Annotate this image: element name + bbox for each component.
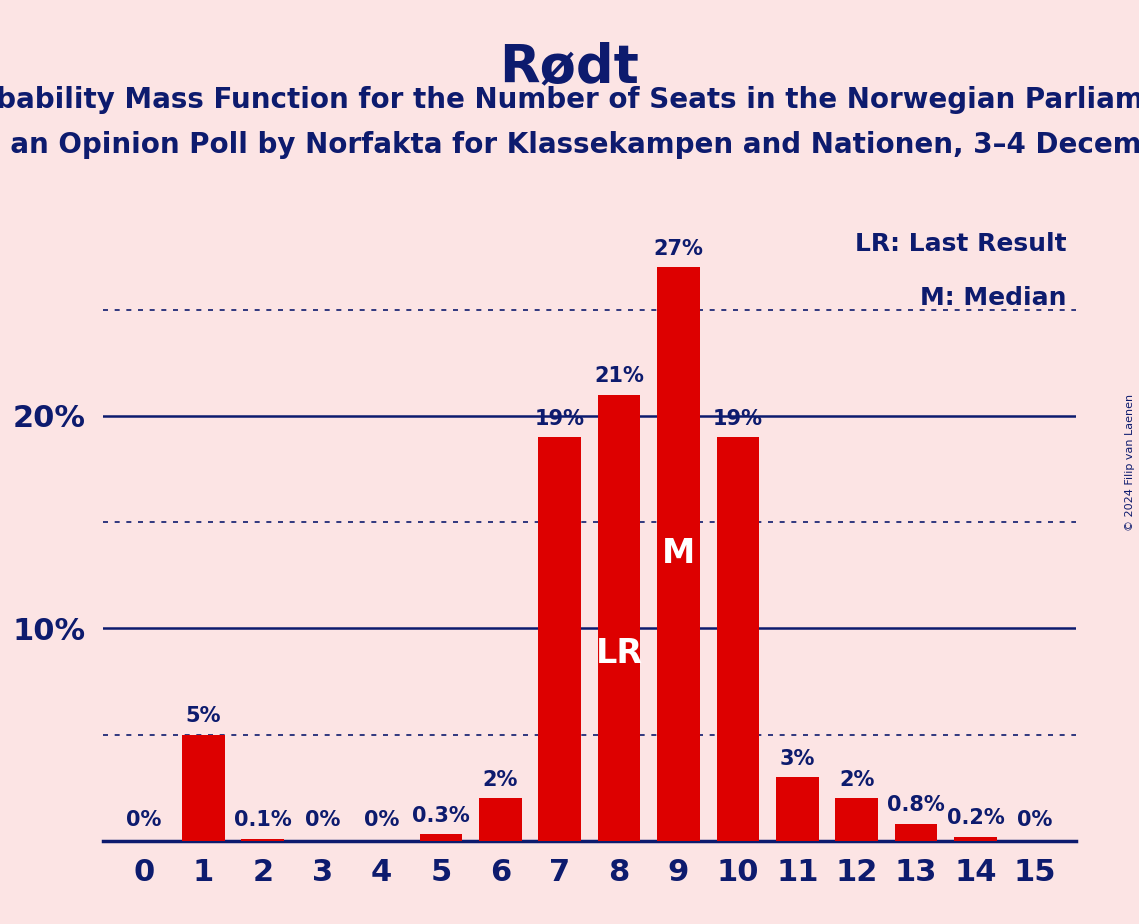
Text: 27%: 27% — [654, 238, 704, 259]
Bar — [657, 267, 699, 841]
Bar — [776, 777, 819, 841]
Bar — [480, 798, 522, 841]
Bar — [894, 824, 937, 841]
Text: 19%: 19% — [713, 408, 763, 429]
Bar — [182, 735, 224, 841]
Text: LR: Last Result: LR: Last Result — [855, 232, 1066, 256]
Text: 0.1%: 0.1% — [233, 810, 292, 831]
Text: 0%: 0% — [304, 810, 339, 831]
Text: Rødt: Rødt — [500, 42, 639, 93]
Text: 2%: 2% — [483, 770, 518, 790]
Bar — [954, 836, 997, 841]
Text: 3%: 3% — [779, 748, 814, 769]
Text: 0.3%: 0.3% — [412, 806, 470, 826]
Text: LR: LR — [596, 637, 642, 670]
Text: 0%: 0% — [1017, 810, 1052, 831]
Text: 5%: 5% — [186, 706, 221, 726]
Text: 0.2%: 0.2% — [947, 808, 1005, 828]
Text: M: M — [662, 538, 695, 570]
Text: 19%: 19% — [534, 408, 584, 429]
Text: 0.8%: 0.8% — [887, 796, 945, 815]
Text: Probability Mass Function for the Number of Seats in the Norwegian Parliament: Probability Mass Function for the Number… — [0, 86, 1139, 114]
Text: 2%: 2% — [839, 770, 875, 790]
Text: M: Median: M: Median — [920, 286, 1066, 310]
Text: 21%: 21% — [595, 366, 644, 386]
Text: 0%: 0% — [364, 810, 400, 831]
Bar — [419, 834, 462, 841]
Bar — [241, 839, 285, 841]
Text: © 2024 Filip van Laenen: © 2024 Filip van Laenen — [1125, 394, 1134, 530]
Bar — [716, 437, 760, 841]
Bar — [539, 437, 581, 841]
Bar — [598, 395, 640, 841]
Text: 0%: 0% — [126, 810, 162, 831]
Text: Based on an Opinion Poll by Norfakta for Klassekampen and Nationen, 3–4 December: Based on an Opinion Poll by Norfakta for… — [0, 131, 1139, 159]
Bar — [835, 798, 878, 841]
